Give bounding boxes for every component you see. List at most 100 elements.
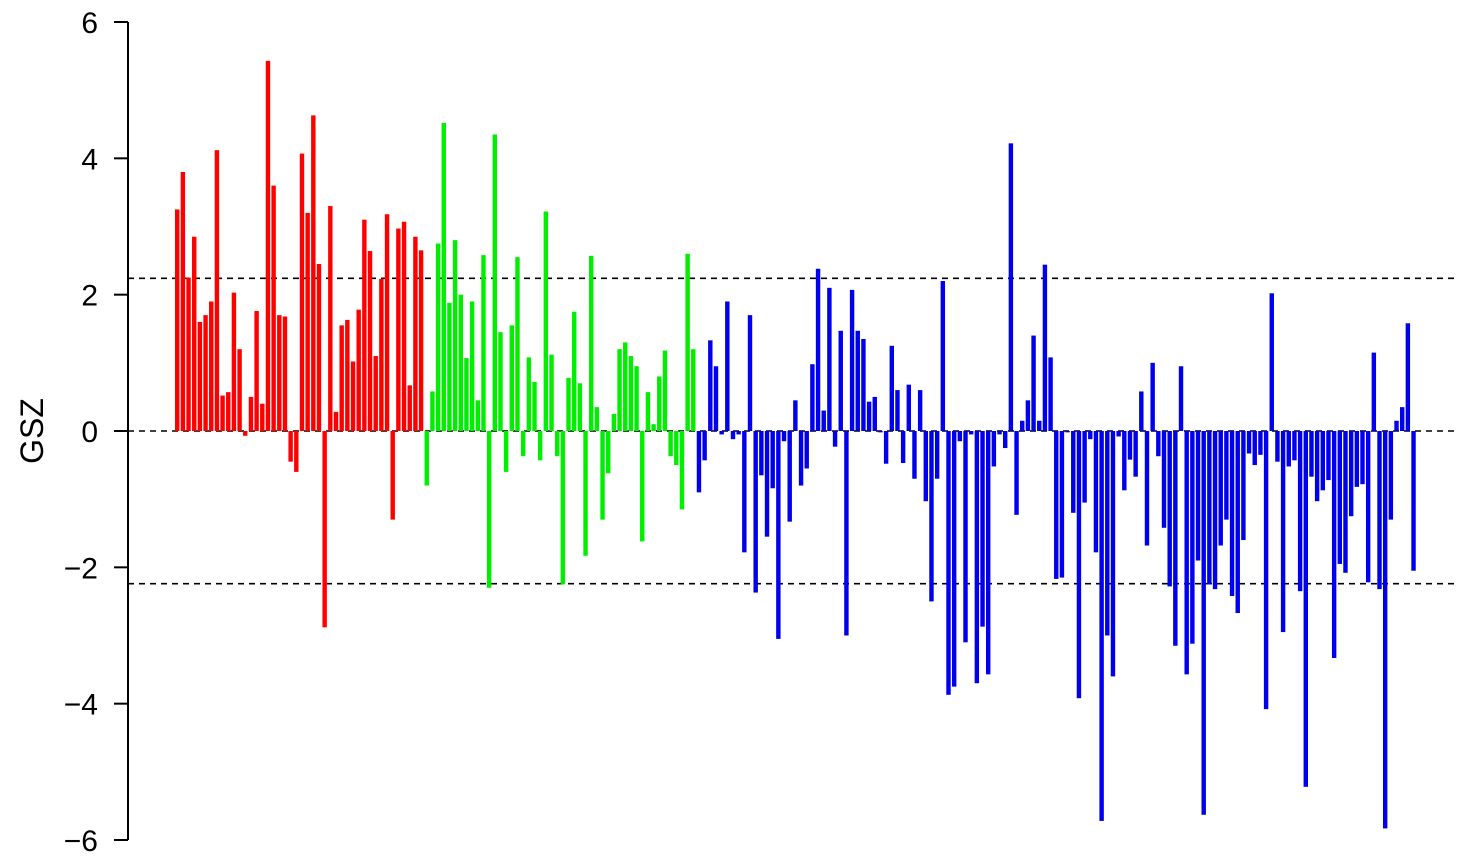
y-tick-label-5: 4 bbox=[81, 143, 98, 176]
bar-s0-24 bbox=[311, 115, 316, 431]
bar-s2-10 bbox=[753, 431, 758, 593]
bar-s0-34 bbox=[367, 251, 373, 431]
bar-s2-81 bbox=[1156, 431, 1161, 457]
bar-s2-40 bbox=[923, 431, 929, 502]
bar-s1-42 bbox=[662, 350, 668, 431]
bar-s2-2 bbox=[708, 340, 713, 431]
bar-s2-41 bbox=[929, 431, 934, 602]
bar-s0-1 bbox=[180, 171, 186, 431]
bar-s1-7 bbox=[464, 358, 469, 431]
y-axis-title: GSZ bbox=[14, 398, 50, 464]
bar-s2-71 bbox=[1099, 431, 1104, 821]
bar-s0-10 bbox=[231, 292, 237, 431]
bar-s1-37 bbox=[634, 366, 639, 431]
bar-s2-0 bbox=[696, 431, 702, 493]
bar-s2-22 bbox=[821, 410, 826, 431]
bar-s2-91 bbox=[1212, 431, 1218, 590]
bar-s2-51 bbox=[985, 431, 991, 675]
bar-s0-40 bbox=[401, 221, 407, 431]
bar-s1-28 bbox=[583, 431, 588, 556]
bar-s2-115 bbox=[1348, 431, 1354, 517]
bar-s2-16 bbox=[787, 431, 792, 522]
bar-s2-54 bbox=[1003, 431, 1008, 449]
bar-s0-32 bbox=[356, 309, 361, 431]
bar-s1-33 bbox=[611, 413, 617, 431]
bar-s2-87 bbox=[1190, 431, 1195, 644]
bar-s2-48 bbox=[968, 431, 974, 435]
bar-s2-27 bbox=[849, 289, 855, 431]
bar-s1-35 bbox=[623, 342, 628, 431]
reference-lines bbox=[128, 277, 1458, 585]
bar-s2-26 bbox=[844, 431, 849, 636]
bar-s2-24 bbox=[832, 431, 838, 447]
bar-s2-55 bbox=[1008, 143, 1014, 431]
bar-s2-12 bbox=[764, 431, 770, 537]
bar-s2-21 bbox=[815, 268, 821, 431]
bar-s2-67 bbox=[1076, 431, 1082, 699]
bar-s2-94 bbox=[1229, 431, 1235, 596]
bar-s2-75 bbox=[1122, 431, 1127, 491]
bar-s1-12 bbox=[492, 134, 498, 432]
bar-s1-34 bbox=[617, 349, 622, 431]
bar-s2-82 bbox=[1161, 431, 1167, 528]
bar-s2-76 bbox=[1127, 431, 1133, 460]
bar-s1-17 bbox=[520, 431, 526, 457]
bar-s2-7 bbox=[736, 431, 741, 435]
bar-s2-111 bbox=[1326, 431, 1331, 481]
bar-s1-40 bbox=[651, 424, 656, 431]
bar-s2-50 bbox=[980, 431, 985, 627]
bar-s1-10 bbox=[481, 255, 486, 431]
bar-s1-32 bbox=[606, 431, 611, 474]
y-tick-label-1: −4 bbox=[64, 689, 98, 722]
bar-s2-107 bbox=[1303, 431, 1308, 787]
bar-s2-37 bbox=[906, 384, 912, 431]
bar-s1-19 bbox=[532, 381, 537, 431]
bar-s2-126 bbox=[1411, 431, 1416, 571]
bar-s1-43 bbox=[668, 431, 673, 457]
bar-s0-29 bbox=[339, 325, 344, 431]
bar-s2-92 bbox=[1218, 431, 1223, 546]
bar-s1-31 bbox=[600, 431, 605, 520]
bar-s2-60 bbox=[1037, 420, 1042, 431]
bar-s2-109 bbox=[1314, 431, 1320, 502]
bar-s0-2 bbox=[186, 277, 191, 432]
bar-s2-104 bbox=[1286, 431, 1291, 467]
bar-s1-44 bbox=[674, 431, 679, 466]
bar-s2-118 bbox=[1365, 431, 1371, 583]
bar-s2-42 bbox=[934, 431, 940, 479]
bar-s0-6 bbox=[209, 301, 214, 431]
bar-s2-31 bbox=[872, 396, 877, 431]
bar-s2-14 bbox=[776, 431, 781, 639]
bar-s2-61 bbox=[1042, 264, 1048, 431]
bar-s2-63 bbox=[1054, 431, 1059, 579]
bar-s1-3 bbox=[441, 122, 446, 431]
bar-s0-39 bbox=[396, 228, 401, 431]
bar-s0-33 bbox=[362, 219, 367, 431]
bar-s0-3 bbox=[192, 236, 197, 431]
bar-s2-52 bbox=[991, 431, 997, 467]
bar-s0-8 bbox=[220, 395, 225, 431]
bar-s2-5 bbox=[725, 301, 730, 431]
bar-s2-38 bbox=[912, 431, 917, 479]
bar-s2-70 bbox=[1093, 431, 1099, 553]
bar-s2-68 bbox=[1082, 431, 1087, 503]
bar-s2-3 bbox=[713, 366, 719, 431]
bar-s1-4 bbox=[447, 302, 452, 431]
bar-s2-66 bbox=[1071, 431, 1076, 513]
bar-s2-79 bbox=[1144, 431, 1150, 546]
bar-s2-17 bbox=[793, 400, 798, 431]
bar-s2-123 bbox=[1394, 420, 1399, 431]
bar-s1-41 bbox=[657, 376, 662, 431]
bar-s0-35 bbox=[373, 356, 378, 431]
bar-s2-28 bbox=[855, 330, 860, 431]
bar-s1-14 bbox=[503, 431, 509, 472]
bar-s0-17 bbox=[271, 185, 276, 431]
bar-s2-122 bbox=[1388, 431, 1394, 520]
bar-s2-19 bbox=[804, 431, 809, 469]
bar-s2-97 bbox=[1246, 431, 1252, 454]
bar-s2-110 bbox=[1320, 431, 1326, 491]
y-axis: −6 −4 −2 0 2 4 6 bbox=[64, 7, 129, 858]
bar-s2-99 bbox=[1258, 431, 1263, 455]
bar-s2-56 bbox=[1014, 431, 1019, 515]
bar-s2-74 bbox=[1116, 431, 1121, 437]
